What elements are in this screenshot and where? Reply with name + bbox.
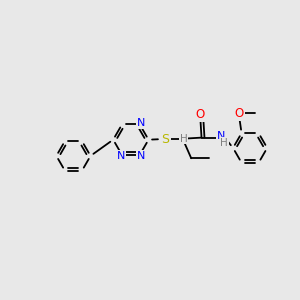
Text: H: H	[220, 138, 228, 148]
Text: H: H	[180, 134, 188, 143]
Text: N: N	[117, 151, 125, 161]
Text: O: O	[235, 107, 244, 120]
Text: O: O	[196, 109, 205, 122]
Text: N: N	[137, 151, 145, 161]
Text: S: S	[162, 133, 170, 146]
Text: N: N	[217, 131, 225, 141]
Text: N: N	[137, 118, 145, 128]
